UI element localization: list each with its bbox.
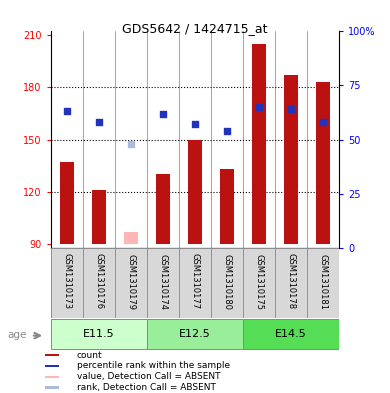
Text: rank, Detection Call = ABSENT: rank, Detection Call = ABSENT	[77, 383, 216, 392]
Bar	[316, 82, 330, 244]
Text: age: age	[8, 330, 27, 340]
Point	[96, 119, 102, 125]
Text: percentile rank within the sample: percentile rank within the sample	[77, 362, 230, 371]
Text: E11.5: E11.5	[83, 329, 115, 339]
Point	[224, 128, 230, 134]
Bar	[124, 232, 138, 244]
Point	[128, 141, 134, 147]
Point	[256, 104, 262, 110]
Text: GSM1310174: GSM1310174	[158, 253, 167, 310]
Text: GSM1310173: GSM1310173	[62, 253, 71, 310]
Bar	[51, 319, 147, 349]
Bar	[211, 248, 243, 318]
Text: GSM1310180: GSM1310180	[223, 253, 232, 310]
Point	[192, 121, 198, 127]
Bar	[243, 319, 339, 349]
Bar	[284, 75, 298, 244]
Bar	[45, 376, 59, 378]
Bar	[45, 386, 59, 389]
Text: value, Detection Call = ABSENT: value, Detection Call = ABSENT	[77, 372, 220, 381]
Bar	[243, 248, 275, 318]
Point	[64, 108, 70, 114]
Text: GSM1310179: GSM1310179	[126, 253, 135, 310]
Bar	[83, 248, 115, 318]
Bar	[51, 248, 83, 318]
Text: count: count	[77, 351, 103, 360]
Bar	[179, 248, 211, 318]
Text: GDS5642 / 1424715_at: GDS5642 / 1424715_at	[122, 22, 268, 35]
Text: GSM1310176: GSM1310176	[94, 253, 103, 310]
Text: GSM1310177: GSM1310177	[190, 253, 200, 310]
Text: E14.5: E14.5	[275, 329, 307, 339]
Point	[288, 106, 294, 112]
Bar	[45, 354, 59, 356]
Text: E12.5: E12.5	[179, 329, 211, 339]
Bar	[60, 162, 74, 244]
Point	[160, 110, 166, 117]
Bar	[188, 140, 202, 244]
Bar	[115, 248, 147, 318]
Bar	[275, 248, 307, 318]
Bar	[147, 248, 179, 318]
Bar	[45, 365, 59, 367]
Bar	[147, 319, 243, 349]
Bar	[92, 190, 106, 244]
Bar	[156, 174, 170, 244]
Bar	[220, 169, 234, 244]
Bar	[307, 248, 339, 318]
Text: GSM1310178: GSM1310178	[287, 253, 296, 310]
Bar	[252, 44, 266, 244]
Point	[320, 119, 326, 125]
Text: GSM1310175: GSM1310175	[255, 253, 264, 310]
Text: GSM1310181: GSM1310181	[319, 253, 328, 310]
